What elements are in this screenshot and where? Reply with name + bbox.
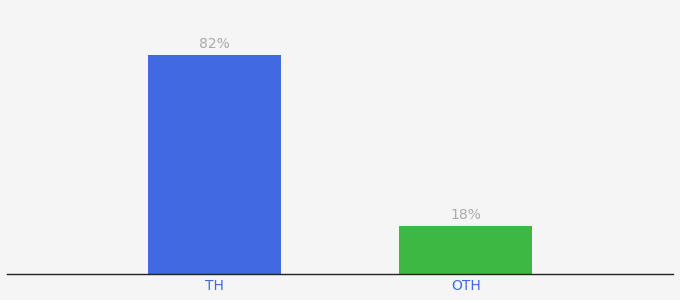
Bar (148, 55, 281, 274)
Text: 18%: 18% (450, 208, 481, 222)
Bar (399, 226, 532, 274)
Text: 82%: 82% (199, 37, 230, 51)
